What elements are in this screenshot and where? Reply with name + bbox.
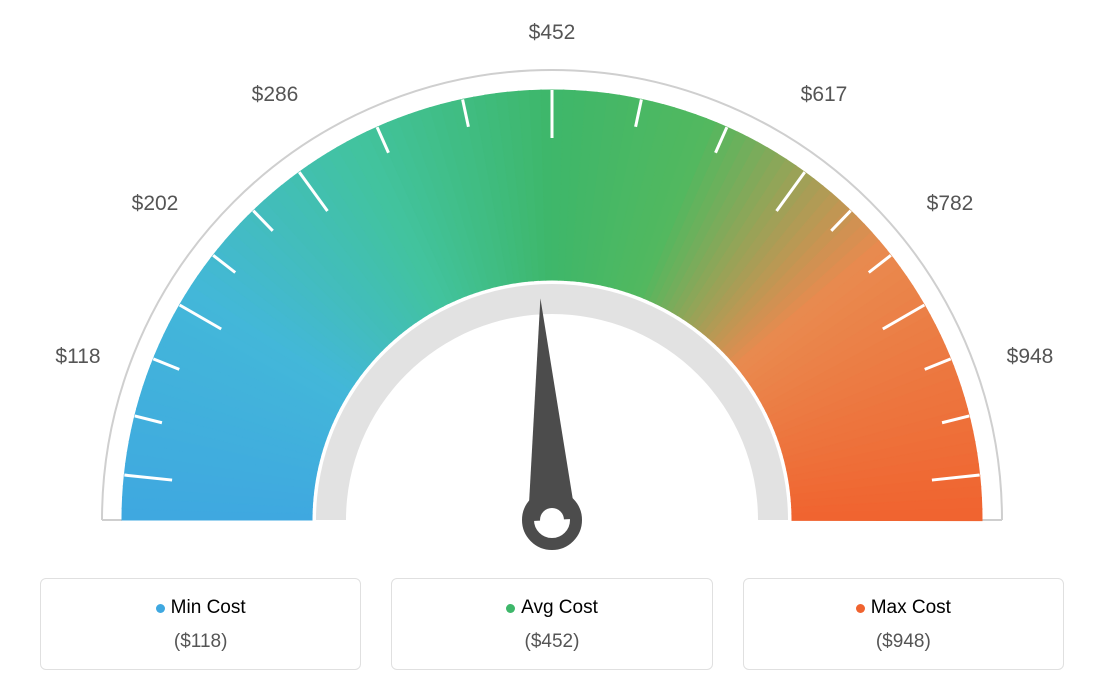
legend-title-min: Min Cost — [171, 597, 246, 619]
legend-value-min: ($118) — [51, 631, 350, 653]
legend-value-max: ($948) — [754, 631, 1053, 653]
dot-icon — [506, 604, 515, 613]
legend-title-max: Max Cost — [871, 597, 951, 619]
dot-icon — [156, 604, 165, 613]
gauge-tick-label: $782 — [927, 192, 974, 216]
dot-icon — [856, 604, 865, 613]
gauge-tick-label: $617 — [801, 83, 848, 107]
legend-row: Min Cost ($118) Avg Cost ($452) Max Cost… — [40, 578, 1064, 670]
gauge-tick-label: $118 — [55, 345, 100, 369]
legend-card-avg: Avg Cost ($452) — [391, 578, 712, 670]
gauge-tick-label: $286 — [252, 83, 299, 107]
legend-card-max: Max Cost ($948) — [743, 578, 1064, 670]
legend-title-avg: Avg Cost — [521, 597, 598, 619]
gauge-tick-label: $452 — [529, 21, 576, 45]
legend-value-avg: ($452) — [402, 631, 701, 653]
legend-card-min: Min Cost ($118) — [40, 578, 361, 670]
gauge-tick-label: $948 — [1007, 345, 1054, 369]
gauge-tick-label: $202 — [132, 192, 179, 216]
gauge-chart: $118 $202 $286 $452 $617 $782 $948 — [0, 0, 1104, 560]
